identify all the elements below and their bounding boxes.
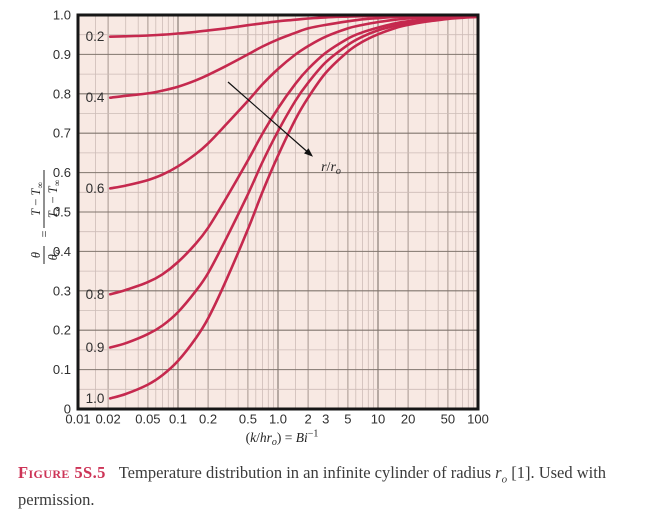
chart-svg: 0.2 0.4 0.6 0.8 0.9 1.0 r/ro 0.01 0.02 0.05 0.1 0.2… — [29, 8, 489, 449]
x-tick-0.01: 0.01 — [65, 412, 90, 427]
x-tick-0.05: 0.05 — [135, 412, 160, 427]
x-tick-5: 5 — [344, 412, 351, 427]
curve-label-1.0: 1.0 — [86, 391, 105, 406]
grid — [78, 15, 479, 409]
curve-label-0.4: 0.4 — [86, 90, 105, 105]
x-tick-0.02: 0.02 — [95, 412, 120, 427]
curve-label-0.9: 0.9 — [86, 340, 105, 355]
y-tick-0.2: 0.2 — [53, 323, 71, 338]
caption-text: Temperature distribution in an infinite … — [118, 463, 496, 482]
curve-r-ro-0.6 — [108, 14, 480, 190]
radius-symbol: r — [495, 463, 502, 482]
y-tick-0: 0 — [64, 402, 71, 417]
radius-subscript: o — [501, 473, 508, 486]
y-tick-0.8: 0.8 — [53, 86, 71, 101]
y-tick-0.4: 0.4 — [53, 244, 71, 259]
x-axis-ticks: 0.01 0.02 0.05 0.1 0.2 0.5 1.0 2 3 5 10 20 50 100 — [65, 412, 489, 427]
x-tick-1.0: 1.0 — [269, 412, 287, 427]
curve-r-ro-0.8 — [108, 14, 480, 296]
x-tick-3: 3 — [322, 412, 329, 427]
x-tick-20: 20 — [401, 412, 415, 427]
figure-number: Figure 5S.5 — [18, 463, 106, 482]
r-ro-arrow — [227, 81, 313, 157]
x-tick-2: 2 — [304, 412, 311, 427]
curve-label-0.6: 0.6 — [86, 181, 105, 196]
svg-text:T − T∞: T − T∞ — [29, 182, 45, 216]
y-axis-ticks: 1.0 0.9 0.8 0.7 0.6 0.5 0.4 0.3 0.2 0.1 0 — [53, 8, 71, 417]
y-tick-1.0: 1.0 — [53, 8, 71, 23]
figure-caption: Figure 5S.5 Temperature distribution in a… — [18, 461, 654, 511]
y-tick-0.9: 0.9 — [53, 47, 71, 62]
x-tick-100: 100 — [467, 412, 489, 427]
curve-label-0.2: 0.2 — [86, 29, 105, 44]
curve-r-ro-1.0 — [108, 15, 480, 400]
y-axis-label: θ θo = T − T∞To − T∞ — [29, 170, 62, 264]
curve-r-ro-0.9 — [108, 15, 480, 349]
x-tick-0.5: 0.5 — [239, 412, 257, 427]
x-axis-label: (k/hro) = Bi−1 — [246, 429, 319, 449]
svg-text:θ: θ — [29, 252, 43, 258]
x-tick-50: 50 — [441, 412, 455, 427]
svg-text:To − T∞: To − T∞ — [46, 180, 62, 218]
caption-text-after: [1]. Used with — [507, 463, 607, 482]
r-ro-annotation-label: r/ro — [321, 160, 341, 177]
svg-text:θo: θo — [46, 249, 62, 260]
x-tick-0.2: 0.2 — [199, 412, 217, 427]
heisler-chart: 0.2 0.4 0.6 0.8 0.9 1.0 r/ro 0.01 0.02 0.05 0.1 0.2… — [29, 8, 489, 449]
x-tick-0.1: 0.1 — [169, 412, 187, 427]
x-tick-10: 10 — [371, 412, 385, 427]
y-tick-0.3: 0.3 — [53, 283, 71, 298]
svg-text:=: = — [38, 230, 52, 237]
y-tick-0.6: 0.6 — [53, 165, 71, 180]
y-tick-0.1: 0.1 — [53, 362, 71, 377]
y-tick-0.7: 0.7 — [53, 126, 71, 141]
y-tick-0.5: 0.5 — [53, 205, 71, 220]
plot-border — [76, 13, 480, 411]
curve-label-0.8: 0.8 — [86, 287, 105, 302]
caption-line2: permission. — [18, 489, 95, 509]
